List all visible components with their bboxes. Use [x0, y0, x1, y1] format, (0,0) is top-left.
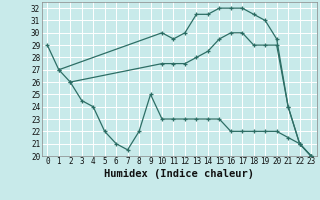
- X-axis label: Humidex (Indice chaleur): Humidex (Indice chaleur): [104, 169, 254, 179]
